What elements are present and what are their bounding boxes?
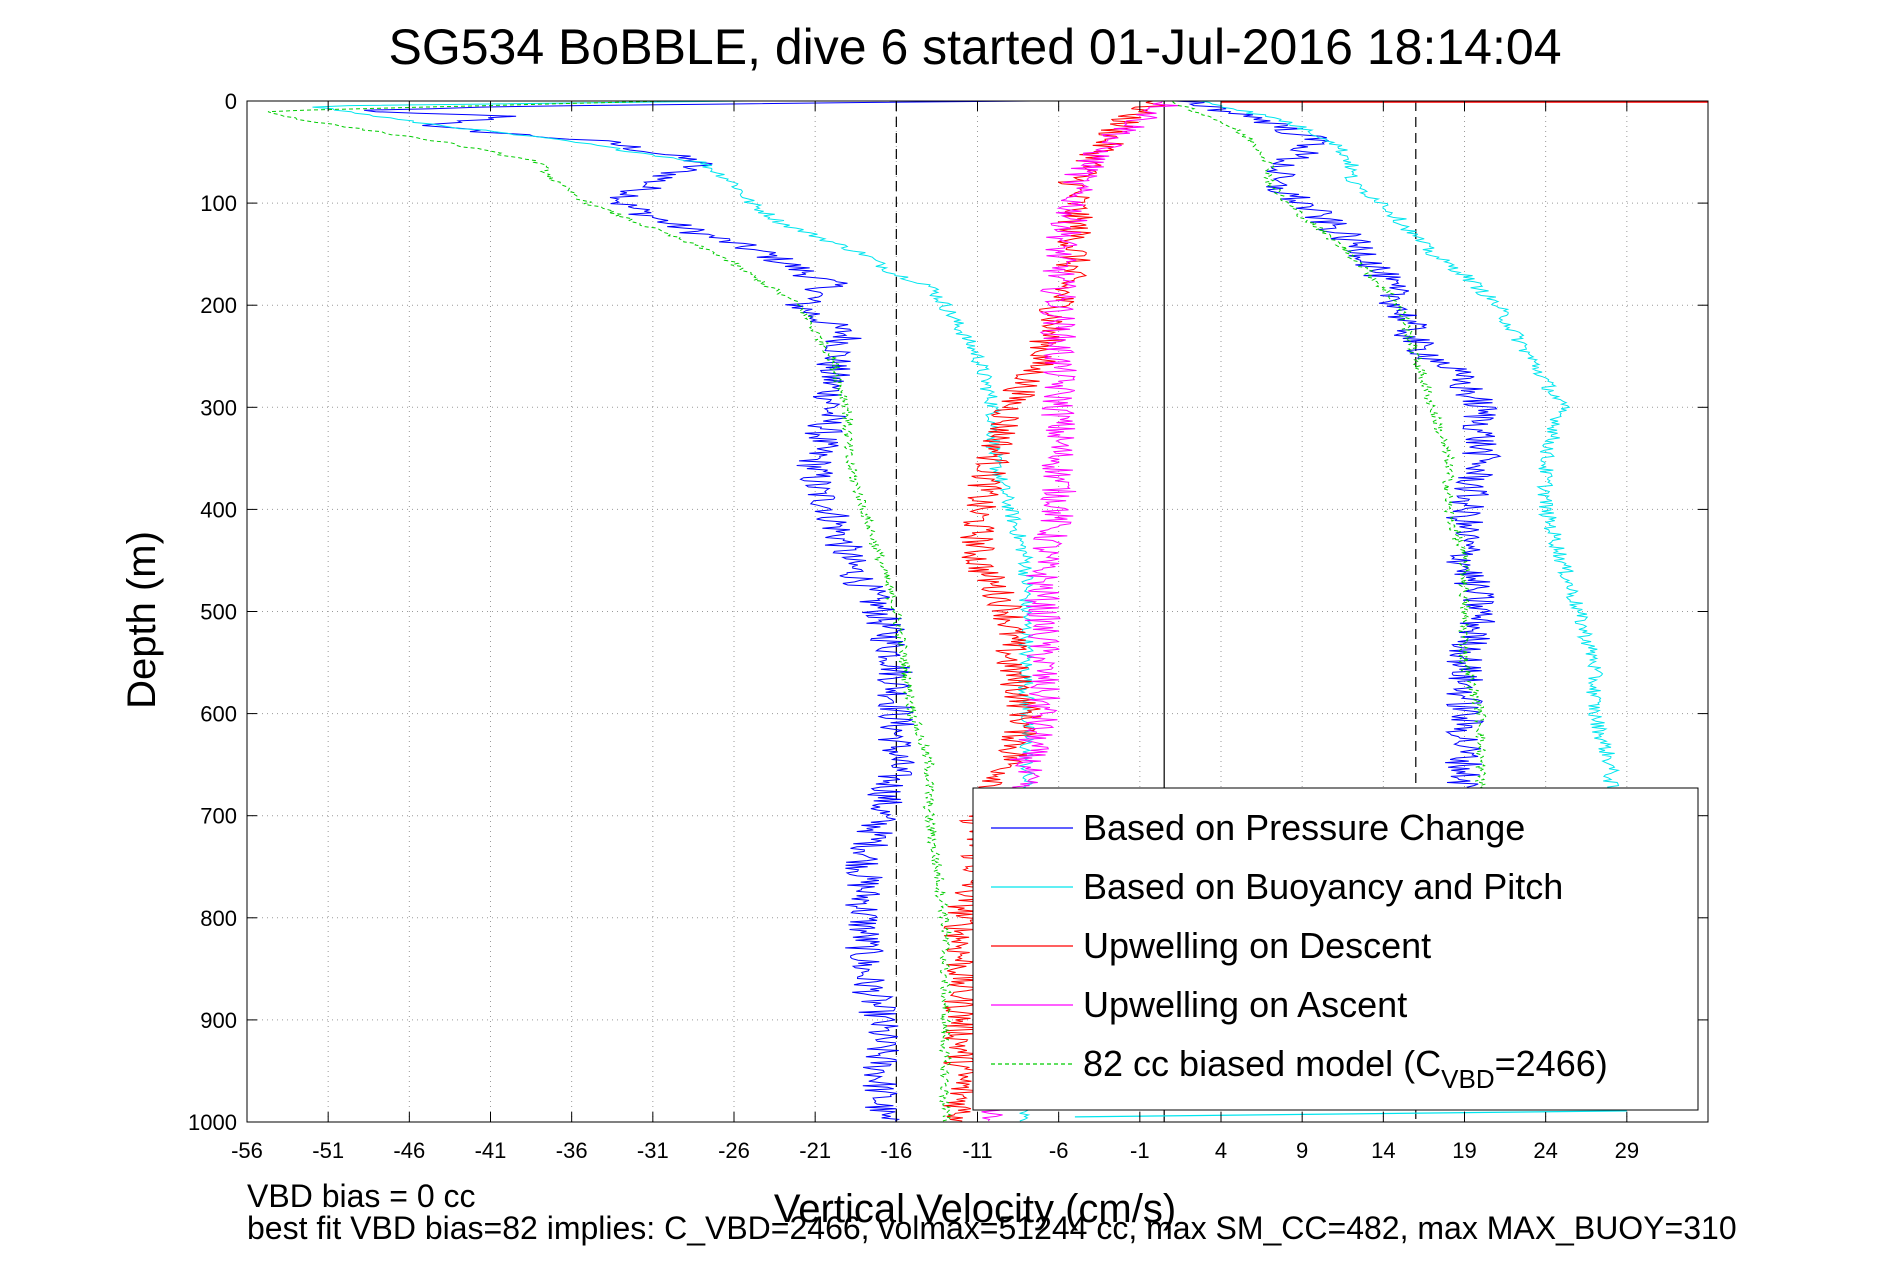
legend-label: Upwelling on Descent (1083, 925, 1431, 966)
bottom-segment (1074, 1110, 1627, 1118)
legend-tail: =2466) (1495, 1043, 1608, 1084)
series-line (267, 100, 953, 1122)
x-tick-label: -21 (799, 1138, 831, 1163)
y-tick-label: 800 (200, 906, 237, 931)
x-tick-label: -11 (962, 1138, 992, 1163)
series-line (1172, 100, 1488, 816)
y-tick-label: 300 (200, 395, 237, 420)
x-axis-label: Vertical Velocity (cm/s) (774, 1187, 1176, 1231)
y-tick-label: 900 (200, 1008, 237, 1033)
x-tick-label: -51 (312, 1138, 344, 1163)
x-tick-label: -6 (1049, 1138, 1069, 1163)
y-tick-label: 500 (200, 600, 237, 625)
x-tick-label: 4 (1215, 1138, 1227, 1163)
x-tick-label: 29 (1615, 1138, 1639, 1163)
y-tick-label: 200 (200, 293, 237, 318)
legend-subscript: VBD (1441, 1064, 1494, 1094)
best-fit-note: best fit VBD bias=82 implies: C_VBD=2466… (247, 1210, 1737, 1246)
x-tick-label: 14 (1371, 1138, 1395, 1163)
x-tick-label: -36 (556, 1138, 588, 1163)
legend-label: Based on Pressure Change (1083, 807, 1525, 848)
y-tick-label: 400 (200, 497, 237, 522)
series-line (1174, 100, 1502, 816)
x-tick-label: 24 (1533, 1138, 1557, 1163)
legend-label: Based on Buoyancy and Pitch (1083, 866, 1563, 907)
series-line (1200, 100, 1621, 816)
y-axis-label: Depth (m) (120, 531, 164, 709)
series-line (364, 100, 1033, 1122)
x-tick-label: -26 (718, 1138, 750, 1163)
y-tick-label: 600 (200, 702, 237, 727)
y-tick-label: 0 (225, 89, 237, 114)
x-tick-label: -31 (637, 1138, 669, 1163)
legend-label: Upwelling on Ascent (1083, 984, 1407, 1025)
legend-box (972, 787, 1699, 1111)
x-tick-label: 9 (1296, 1138, 1308, 1163)
x-tick-label: -46 (393, 1138, 425, 1163)
x-tick-label: -56 (231, 1138, 263, 1163)
y-tick-label: 700 (200, 804, 237, 829)
x-tick-label: -1 (1130, 1138, 1150, 1163)
vbd-bias-note: VBD bias = 0 cc (247, 1178, 476, 1214)
tick-labels: -56 -51 -46 -41 -36 -31 -26 -21 -16 -11 -6 -1 4 9 14 19… (188, 89, 1708, 1163)
y-tick-label: 100 (200, 191, 237, 216)
x-tick-label: 19 (1452, 1138, 1476, 1163)
x-tick-label: -41 (475, 1138, 507, 1163)
series-line (943, 100, 1166, 1122)
y-tick-label: 1000 (188, 1110, 237, 1135)
chart-title: SG534 BoBBLE, dive 6 started 01-Jul-2016… (389, 19, 1562, 75)
legend: Based on Pressure Change Based on Buoyanc… (972, 787, 1699, 1111)
x-tick-label: -16 (880, 1138, 912, 1163)
